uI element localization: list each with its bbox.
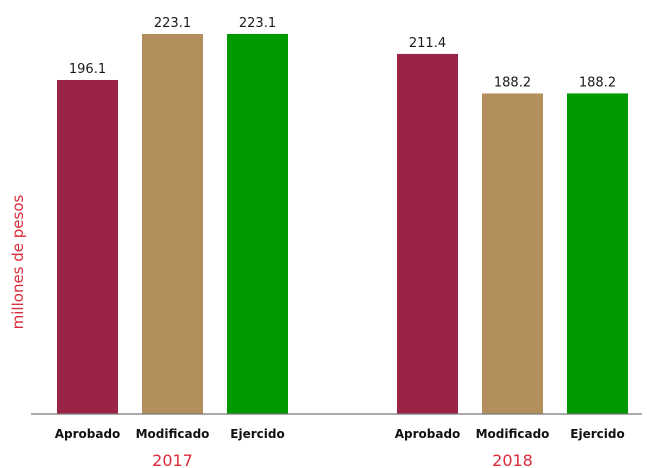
bars-layer bbox=[57, 34, 628, 414]
category-label-modificado-2017: Modificado bbox=[136, 427, 210, 441]
value-label-ejercido-2018: 188.2 bbox=[579, 75, 616, 90]
category-label-ejercido-2018: Ejercido bbox=[570, 427, 624, 441]
category-labels: Aprobado Modificado Ejercido Aprobado Modifi… bbox=[55, 427, 625, 441]
bar-ejercido-2018 bbox=[567, 93, 628, 414]
bar-modificado-2018 bbox=[482, 93, 543, 414]
value-label-modificado-2017: 223.1 bbox=[154, 16, 191, 31]
value-label-modificado-2018: 188.2 bbox=[494, 75, 531, 90]
value-label-aprobado-2018: 211.4 bbox=[409, 36, 446, 51]
value-label-ejercido-2017: 223.1 bbox=[239, 16, 276, 31]
group-label-2017: 2017 bbox=[152, 451, 193, 468]
category-label-aprobado-2018: Aprobado bbox=[395, 427, 461, 441]
group-labels: 2017 2018 bbox=[152, 451, 533, 468]
group-label-2018: 2018 bbox=[492, 451, 533, 468]
category-label-ejercido-2017: Ejercido bbox=[230, 427, 284, 441]
category-label-aprobado-2017: Aprobado bbox=[55, 427, 121, 441]
category-label-modificado-2018: Modificado bbox=[476, 427, 550, 441]
bar-aprobado-2017 bbox=[57, 79, 118, 414]
value-labels: 196.1 223.1 223.1 211.4 188.2 188.2 bbox=[69, 16, 616, 90]
value-label-aprobado-2017: 196.1 bbox=[69, 62, 106, 77]
y-axis-label: millones de pesos bbox=[9, 194, 27, 329]
bar-aprobado-2018 bbox=[397, 53, 458, 414]
bar-ejercido-2017 bbox=[227, 34, 288, 414]
bar-modificado-2017 bbox=[142, 34, 203, 414]
